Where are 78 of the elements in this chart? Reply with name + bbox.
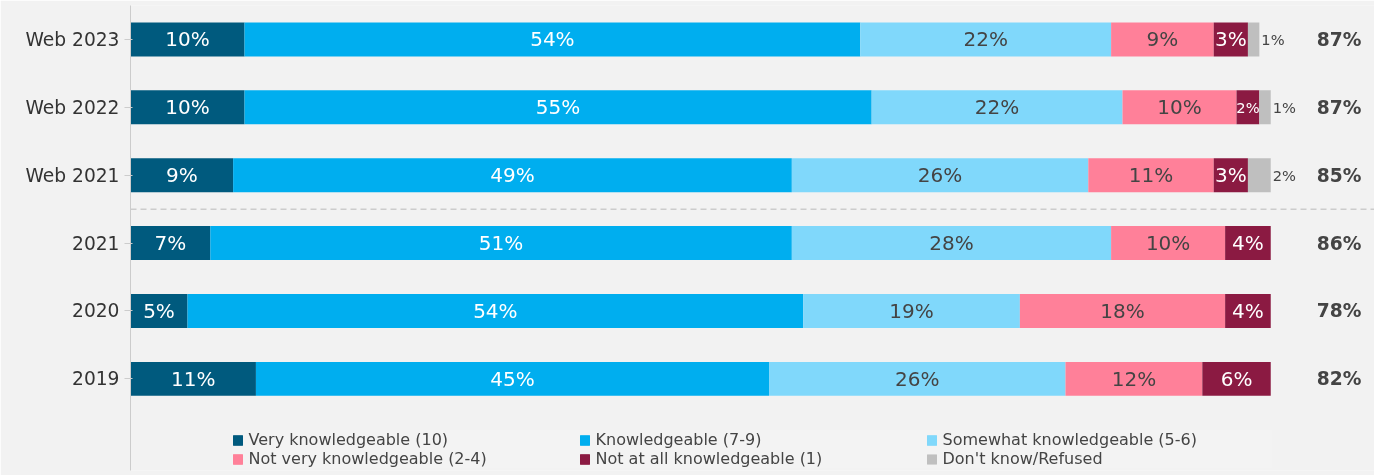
bar xyxy=(1122,90,1237,125)
bar xyxy=(769,361,1066,396)
bar xyxy=(1111,22,1214,57)
bar xyxy=(130,361,256,396)
bar xyxy=(1088,158,1214,193)
data-label: 22% xyxy=(963,27,1008,52)
data-label: 4% xyxy=(1232,298,1264,323)
bar xyxy=(130,158,234,193)
text: 82% xyxy=(1316,368,1362,390)
legend-label: Not very knowledgeable (2-4) xyxy=(248,449,488,468)
bar xyxy=(871,90,1123,125)
data-label: 49% xyxy=(490,163,535,188)
data-label: 22% xyxy=(974,95,1020,120)
y-tick-label: 2021 xyxy=(72,232,120,254)
bar xyxy=(1202,361,1271,396)
data-label: 12% xyxy=(1111,366,1157,391)
bar xyxy=(1019,294,1226,328)
data-label: 55% xyxy=(535,95,581,120)
legend-label: Don't know/Refused xyxy=(942,449,1104,468)
y-tick-label: Web 2023 xyxy=(25,28,120,50)
bar xyxy=(130,226,211,261)
data-label: 6% xyxy=(1220,366,1253,391)
bar xyxy=(860,22,1112,57)
bar xyxy=(233,158,792,193)
text: 86% xyxy=(1316,232,1362,254)
data-label: 3% xyxy=(1214,27,1247,52)
bar xyxy=(130,90,245,125)
bar xyxy=(244,22,861,57)
data-label: 54% xyxy=(530,27,575,52)
text: 87% xyxy=(1316,28,1362,50)
data-label: 3% xyxy=(1214,163,1247,188)
data-label: 19% xyxy=(889,298,934,323)
data-label: 11% xyxy=(1128,163,1174,188)
data-label: 4% xyxy=(1232,231,1264,256)
text: 85% xyxy=(1316,164,1362,186)
data-label: 9% xyxy=(165,163,198,188)
bar xyxy=(1259,90,1271,125)
text: 87% xyxy=(1316,96,1362,118)
legend-label: Not at all knowledgeable (1) xyxy=(595,449,824,468)
data-label: 28% xyxy=(929,231,974,256)
data-label: 10% xyxy=(165,27,210,52)
legend-label: Very knowledgeable (10) xyxy=(248,430,450,449)
bar xyxy=(244,90,872,125)
y-tick-label: Web 2021 xyxy=(25,164,120,186)
data-label: 2% xyxy=(1272,166,1297,184)
y-tick-label: Web 2022 xyxy=(25,96,120,118)
data-label: 51% xyxy=(478,231,524,256)
data-label: 2% xyxy=(1236,98,1260,116)
data-label: 10% xyxy=(165,95,210,120)
y-tick-label: 2019 xyxy=(72,368,120,390)
y-tick-label: 2020 xyxy=(72,300,120,322)
bar xyxy=(791,226,1112,261)
bar xyxy=(130,22,245,57)
data-label: 1% xyxy=(1272,98,1297,116)
data-label: 26% xyxy=(895,366,940,391)
legend-label: Somewhat knowledgeable (5-6) xyxy=(942,430,1198,449)
data-label: 1% xyxy=(1261,30,1285,48)
bar xyxy=(255,361,770,396)
bar xyxy=(791,158,1089,193)
data-label: 45% xyxy=(490,366,535,391)
bar xyxy=(1247,158,1271,193)
bar xyxy=(803,294,1020,328)
data-label: 26% xyxy=(917,163,963,188)
bar xyxy=(1111,226,1226,261)
legend-label: Knowledgeable (7-9) xyxy=(595,430,763,449)
data-label: 5% xyxy=(143,298,175,323)
data-label: 18% xyxy=(1100,298,1145,323)
bar xyxy=(187,294,804,328)
data-label: 9% xyxy=(1146,27,1179,52)
data-label: 54% xyxy=(473,298,518,323)
bar xyxy=(1247,22,1260,57)
data-label: 7% xyxy=(154,231,187,256)
bar xyxy=(1065,361,1203,396)
data-label: 10% xyxy=(1145,231,1191,256)
text: 78% xyxy=(1316,300,1362,322)
data-label: 10% xyxy=(1157,95,1202,120)
data-label: 11% xyxy=(170,366,216,391)
bar xyxy=(210,226,792,261)
